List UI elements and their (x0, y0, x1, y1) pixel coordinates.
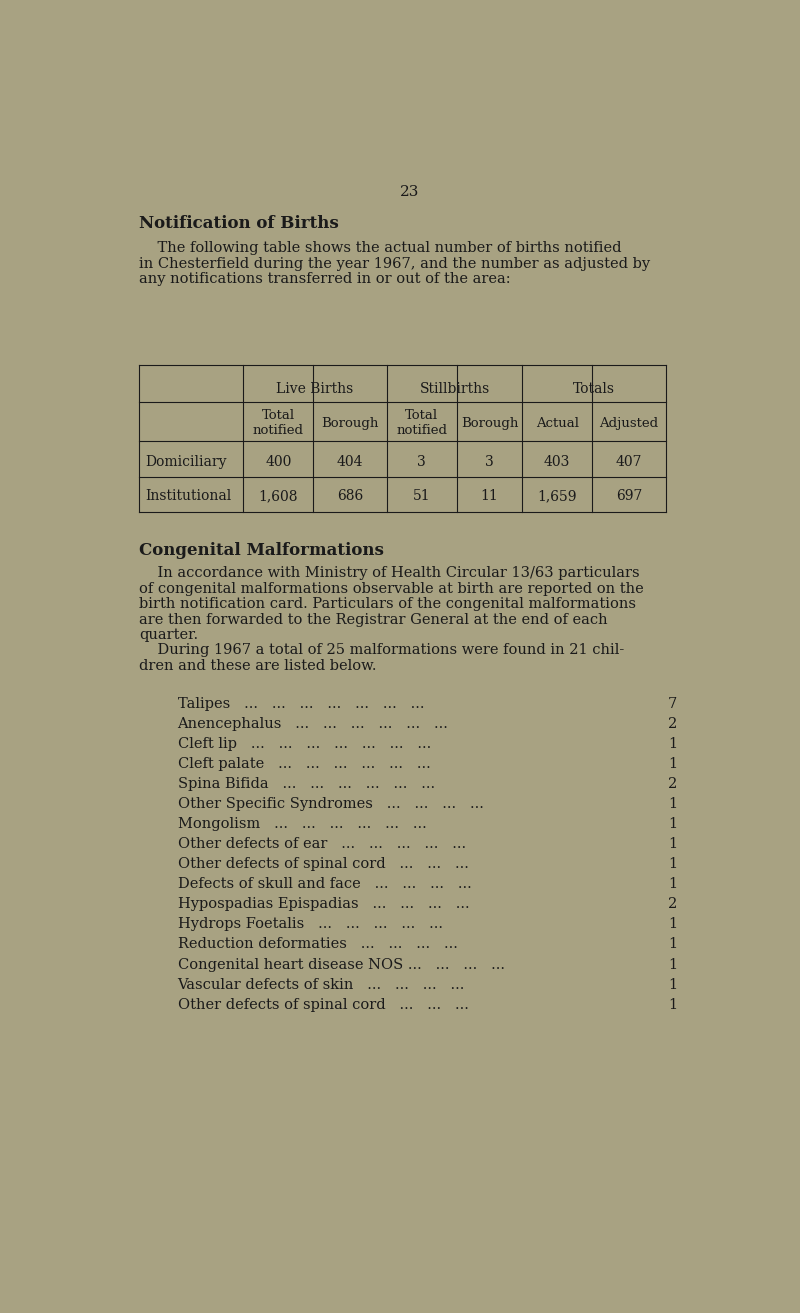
Text: Live Births: Live Births (277, 382, 354, 395)
Text: The following table shows the actual number of births notified: The following table shows the actual num… (138, 242, 622, 256)
Text: Cleft palate   ...   ...   ...   ...   ...   ...: Cleft palate ... ... ... ... ... ... (178, 758, 430, 771)
Text: 400: 400 (265, 454, 291, 469)
Text: 11: 11 (481, 490, 498, 503)
Text: in Chesterfield during the year 1967, and the number as adjusted by: in Chesterfield during the year 1967, an… (138, 257, 650, 270)
Text: 1: 1 (668, 857, 678, 872)
Text: Congenital Malformations: Congenital Malformations (138, 542, 384, 559)
Text: Institutional: Institutional (145, 490, 231, 503)
Text: 51: 51 (413, 490, 430, 503)
Text: birth notification card. Particulars of the congenital malformations: birth notification card. Particulars of … (138, 597, 636, 611)
Text: Talipes   ...   ...   ...   ...   ...   ...   ...: Talipes ... ... ... ... ... ... ... (178, 697, 424, 712)
Text: 1: 1 (668, 818, 678, 831)
Text: Total
notified: Total notified (253, 410, 304, 437)
Text: Hydrops Foetalis   ...   ...   ...   ...   ...: Hydrops Foetalis ... ... ... ... ... (178, 918, 442, 931)
Text: Hypospadias Epispadias   ...   ...   ...   ...: Hypospadias Epispadias ... ... ... ... (178, 898, 469, 911)
Text: 403: 403 (544, 454, 570, 469)
Text: 1: 1 (668, 918, 678, 931)
Text: Borough: Borough (322, 416, 378, 429)
Text: 1,659: 1,659 (538, 490, 577, 503)
Text: 1: 1 (668, 758, 678, 771)
Text: 1: 1 (668, 957, 678, 972)
Text: Other defects of spinal cord   ...   ...   ...: Other defects of spinal cord ... ... ... (178, 857, 468, 872)
Text: Spina Bifida   ...   ...   ...   ...   ...   ...: Spina Bifida ... ... ... ... ... ... (178, 777, 434, 792)
Text: Totals: Totals (573, 382, 615, 395)
Text: Vascular defects of skin   ...   ...   ...   ...: Vascular defects of skin ... ... ... ... (178, 978, 465, 991)
Text: 404: 404 (337, 454, 363, 469)
Text: Cleft lip   ...   ...   ...   ...   ...   ...   ...: Cleft lip ... ... ... ... ... ... ... (178, 738, 430, 751)
Text: Actual: Actual (536, 416, 578, 429)
Text: any notifications transferred in or out of the area:: any notifications transferred in or out … (138, 272, 510, 286)
Text: quarter.: quarter. (138, 628, 198, 642)
Text: 2: 2 (668, 777, 678, 792)
Text: 1: 1 (668, 738, 678, 751)
Text: Congenital heart disease NOS ...   ...   ...   ...: Congenital heart disease NOS ... ... ...… (178, 957, 505, 972)
Text: During 1967 a total of 25 malformations were found in 21 chil-: During 1967 a total of 25 malformations … (138, 643, 624, 658)
Text: Domiciliary: Domiciliary (145, 454, 226, 469)
Text: 697: 697 (616, 490, 642, 503)
Text: 1: 1 (668, 978, 678, 991)
Text: Anencephalus   ...   ...   ...   ...   ...   ...: Anencephalus ... ... ... ... ... ... (178, 717, 448, 731)
Text: Notification of Births: Notification of Births (138, 214, 338, 231)
Text: dren and these are listed below.: dren and these are listed below. (138, 659, 376, 672)
Text: Adjusted: Adjusted (599, 416, 658, 429)
Text: 686: 686 (337, 490, 363, 503)
Text: 1: 1 (668, 877, 678, 892)
Text: 1: 1 (668, 937, 678, 952)
Text: 1: 1 (668, 838, 678, 851)
Text: Reduction deformaties   ...   ...   ...   ...: Reduction deformaties ... ... ... ... (178, 937, 458, 952)
Text: Other Specific Syndromes   ...   ...   ...   ...: Other Specific Syndromes ... ... ... ... (178, 797, 483, 811)
Text: 3: 3 (485, 454, 494, 469)
Text: Defects of skull and face   ...   ...   ...   ...: Defects of skull and face ... ... ... ..… (178, 877, 471, 892)
Text: 7: 7 (668, 697, 678, 712)
Text: 1: 1 (668, 998, 678, 1011)
Text: In accordance with Ministry of Health Circular 13/63 particulars: In accordance with Ministry of Health Ci… (138, 566, 639, 580)
Text: 23: 23 (400, 185, 420, 200)
Text: are then forwarded to the Registrar General at the end of each: are then forwarded to the Registrar Gene… (138, 613, 607, 626)
Text: of congenital malformations observable at birth are reported on the: of congenital malformations observable a… (138, 582, 643, 596)
Text: 2: 2 (668, 717, 678, 731)
Text: Stillbirths: Stillbirths (419, 382, 490, 395)
Text: Total
notified: Total notified (396, 410, 447, 437)
Text: Other defects of spinal cord   ...   ...   ...: Other defects of spinal cord ... ... ... (178, 998, 468, 1011)
Text: Borough: Borough (461, 416, 518, 429)
Text: 1,608: 1,608 (258, 490, 298, 503)
Text: 1: 1 (668, 797, 678, 811)
Text: Mongolism   ...   ...   ...   ...   ...   ...: Mongolism ... ... ... ... ... ... (178, 818, 426, 831)
Text: Other defects of ear   ...   ...   ...   ...   ...: Other defects of ear ... ... ... ... ... (178, 838, 466, 851)
Text: 3: 3 (418, 454, 426, 469)
Text: 407: 407 (616, 454, 642, 469)
Text: 2: 2 (668, 898, 678, 911)
